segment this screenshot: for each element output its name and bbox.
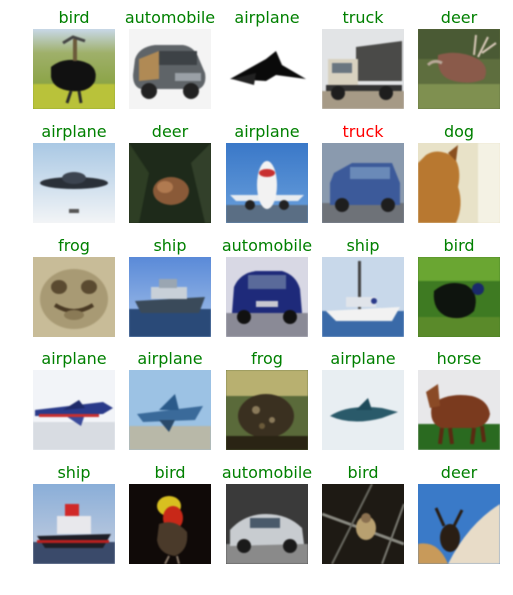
- prediction-label: airplane: [234, 8, 300, 27]
- thumbnail-horse: [418, 370, 500, 450]
- thumbnail-airplane: [33, 370, 115, 450]
- thumbnail-airplane: [226, 29, 308, 109]
- prediction-label: automobile: [221, 236, 313, 255]
- prediction-label: deer: [440, 463, 478, 482]
- thumbnail-automobile: [226, 484, 308, 564]
- thumbnail-ship: [33, 484, 115, 564]
- prediction-label: truck: [342, 122, 384, 141]
- thumbnail-bird: [129, 484, 211, 564]
- prediction-label: airplane: [330, 349, 396, 368]
- thumbnail-ship: [322, 257, 404, 337]
- thumbnail-truck: [322, 143, 404, 223]
- thumbnail-deer: [129, 143, 211, 223]
- thumbnail-deer: [418, 29, 500, 109]
- thumbnail-truck: [322, 29, 404, 109]
- prediction-label: truck: [342, 8, 384, 27]
- thumbnail-bird: [418, 257, 500, 337]
- prediction-label: ship: [153, 236, 187, 255]
- prediction-label: deer: [440, 8, 478, 27]
- prediction-label: airplane: [41, 349, 107, 368]
- prediction-label: dog: [443, 122, 475, 141]
- prediction-label: ship: [57, 463, 91, 482]
- prediction-label: automobile: [221, 463, 313, 482]
- thumbnail-frog: [33, 257, 115, 337]
- prediction-label: frog: [58, 236, 90, 255]
- prediction-label: bird: [347, 463, 379, 482]
- thumbnail-frog: [226, 370, 308, 450]
- thumbnail-bird: [33, 29, 115, 109]
- thumbnail-airplane: [129, 370, 211, 450]
- thumbnail-dog: [418, 143, 500, 223]
- thumbnail-bird: [322, 484, 404, 564]
- thumbnail-automobile: [226, 257, 308, 337]
- prediction-label: airplane: [137, 349, 203, 368]
- prediction-label: airplane: [41, 122, 107, 141]
- prediction-label: ship: [346, 236, 380, 255]
- prediction-label: bird: [58, 8, 90, 27]
- thumbnail-deer: [418, 484, 500, 564]
- prediction-label: bird: [154, 463, 186, 482]
- prediction-label: deer: [151, 122, 189, 141]
- thumbnail-airplane: [226, 143, 308, 223]
- prediction-label: bird: [443, 236, 475, 255]
- thumbnail-ship: [129, 257, 211, 337]
- thumbnail-airplane: [33, 143, 115, 223]
- prediction-label: airplane: [234, 122, 300, 141]
- prediction-label: horse: [436, 349, 482, 368]
- thumbnail-automobile: [129, 29, 211, 109]
- prediction-label: frog: [251, 349, 283, 368]
- prediction-label: automobile: [124, 8, 216, 27]
- thumbnail-airplane: [322, 370, 404, 450]
